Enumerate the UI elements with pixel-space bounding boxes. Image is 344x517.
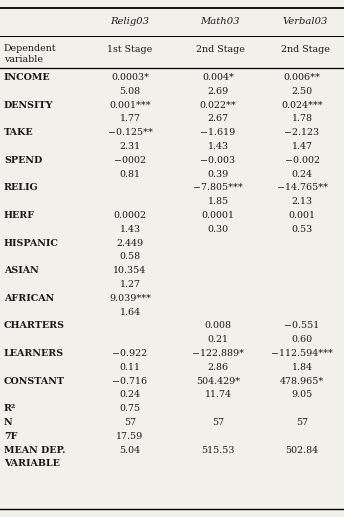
Text: 0.001: 0.001 xyxy=(289,211,315,220)
Text: 0.58: 0.58 xyxy=(119,252,141,262)
Text: variable: variable xyxy=(4,55,43,64)
Text: 2.67: 2.67 xyxy=(207,114,228,124)
Text: 0.0002: 0.0002 xyxy=(114,211,147,220)
Text: Relig03: Relig03 xyxy=(110,18,150,26)
Text: −0.003: −0.003 xyxy=(201,156,236,165)
Text: 1.84: 1.84 xyxy=(291,363,312,372)
Text: 57: 57 xyxy=(296,418,308,427)
Text: TAKE: TAKE xyxy=(4,128,34,137)
Text: 0.24: 0.24 xyxy=(291,170,312,178)
Text: DENSITY: DENSITY xyxy=(4,101,54,110)
Text: CHARTERS: CHARTERS xyxy=(4,322,65,330)
Text: Verbal03: Verbal03 xyxy=(282,18,328,26)
Text: 0.21: 0.21 xyxy=(207,335,228,344)
Text: 0.001***: 0.001*** xyxy=(109,101,151,110)
Text: −112.594***: −112.594*** xyxy=(271,349,333,358)
Text: 0.024***: 0.024*** xyxy=(281,101,323,110)
Text: 57: 57 xyxy=(124,418,136,427)
Text: INCOME: INCOME xyxy=(4,73,51,82)
Text: 5.04: 5.04 xyxy=(119,446,141,454)
Text: −7.805***: −7.805*** xyxy=(193,184,243,192)
Text: 502.84: 502.84 xyxy=(286,446,319,454)
Text: 0.008: 0.008 xyxy=(204,322,232,330)
Text: 2.449: 2.449 xyxy=(116,239,143,248)
Text: 0.81: 0.81 xyxy=(119,170,140,178)
Text: −0.551: −0.551 xyxy=(284,322,320,330)
Text: 1.64: 1.64 xyxy=(119,308,141,316)
Text: 504.429*: 504.429* xyxy=(196,376,240,386)
Text: 0.0003*: 0.0003* xyxy=(111,73,149,82)
Text: 2nd Stage: 2nd Stage xyxy=(195,45,245,54)
Text: 5.08: 5.08 xyxy=(119,87,141,96)
Text: 2.13: 2.13 xyxy=(291,197,313,206)
Text: 0.39: 0.39 xyxy=(207,170,229,178)
Text: 478.965*: 478.965* xyxy=(280,376,324,386)
Text: 57: 57 xyxy=(212,418,224,427)
Text: LEARNERS: LEARNERS xyxy=(4,349,64,358)
Text: 1.78: 1.78 xyxy=(291,114,312,124)
Text: 2nd Stage: 2nd Stage xyxy=(281,45,330,54)
Text: N: N xyxy=(4,418,13,427)
Text: 9.039***: 9.039*** xyxy=(109,294,151,303)
Text: 0.75: 0.75 xyxy=(119,404,141,413)
Text: 0.53: 0.53 xyxy=(291,225,313,234)
Text: −2.123: −2.123 xyxy=(284,128,320,137)
Text: 0.11: 0.11 xyxy=(119,363,140,372)
Text: −122.889*: −122.889* xyxy=(192,349,244,358)
Text: Math03: Math03 xyxy=(200,18,240,26)
Text: −14.765**: −14.765** xyxy=(277,184,327,192)
Text: ASIAN: ASIAN xyxy=(4,266,39,275)
Text: 0.004*: 0.004* xyxy=(202,73,234,82)
Text: MEAN DEP.: MEAN DEP. xyxy=(4,446,65,454)
Text: 11.74: 11.74 xyxy=(204,390,232,400)
Text: HISPANIC: HISPANIC xyxy=(4,239,59,248)
Text: Dependent: Dependent xyxy=(4,44,57,53)
Text: 10.354: 10.354 xyxy=(114,266,147,275)
Text: HERF: HERF xyxy=(4,211,35,220)
Text: 1.43: 1.43 xyxy=(207,142,228,151)
Text: 1.43: 1.43 xyxy=(119,225,141,234)
Text: RELIG: RELIG xyxy=(4,184,39,192)
Text: 515.53: 515.53 xyxy=(201,446,235,454)
Text: 0.30: 0.30 xyxy=(207,225,228,234)
Text: 1.77: 1.77 xyxy=(119,114,140,124)
Text: 1.47: 1.47 xyxy=(291,142,312,151)
Text: R²: R² xyxy=(4,404,16,413)
Text: AFRICAN: AFRICAN xyxy=(4,294,54,303)
Text: 0.24: 0.24 xyxy=(119,390,140,400)
Text: −1.619: −1.619 xyxy=(200,128,236,137)
Text: 1st Stage: 1st Stage xyxy=(107,45,153,54)
Text: 0.006**: 0.006** xyxy=(283,73,321,82)
Text: 1.27: 1.27 xyxy=(119,280,140,289)
Text: 2.31: 2.31 xyxy=(119,142,141,151)
Text: 2.50: 2.50 xyxy=(291,87,313,96)
Text: VARIABLE: VARIABLE xyxy=(4,460,60,468)
Text: −0.125**: −0.125** xyxy=(108,128,152,137)
Text: −0.922: −0.922 xyxy=(112,349,148,358)
Text: 2.69: 2.69 xyxy=(207,87,229,96)
Text: CONSTANT: CONSTANT xyxy=(4,376,65,386)
Text: 7F: 7F xyxy=(4,432,18,441)
Text: 0.60: 0.60 xyxy=(291,335,313,344)
Text: −0.002: −0.002 xyxy=(284,156,320,165)
Text: 0.022**: 0.022** xyxy=(200,101,236,110)
Text: 0.0001: 0.0001 xyxy=(202,211,235,220)
Text: SPEND: SPEND xyxy=(4,156,42,165)
Text: −0002: −0002 xyxy=(114,156,146,165)
Text: 17.59: 17.59 xyxy=(116,432,144,441)
Text: 1.85: 1.85 xyxy=(207,197,228,206)
Text: −0.716: −0.716 xyxy=(112,376,148,386)
Text: 9.05: 9.05 xyxy=(291,390,313,400)
Text: 2.86: 2.86 xyxy=(207,363,228,372)
